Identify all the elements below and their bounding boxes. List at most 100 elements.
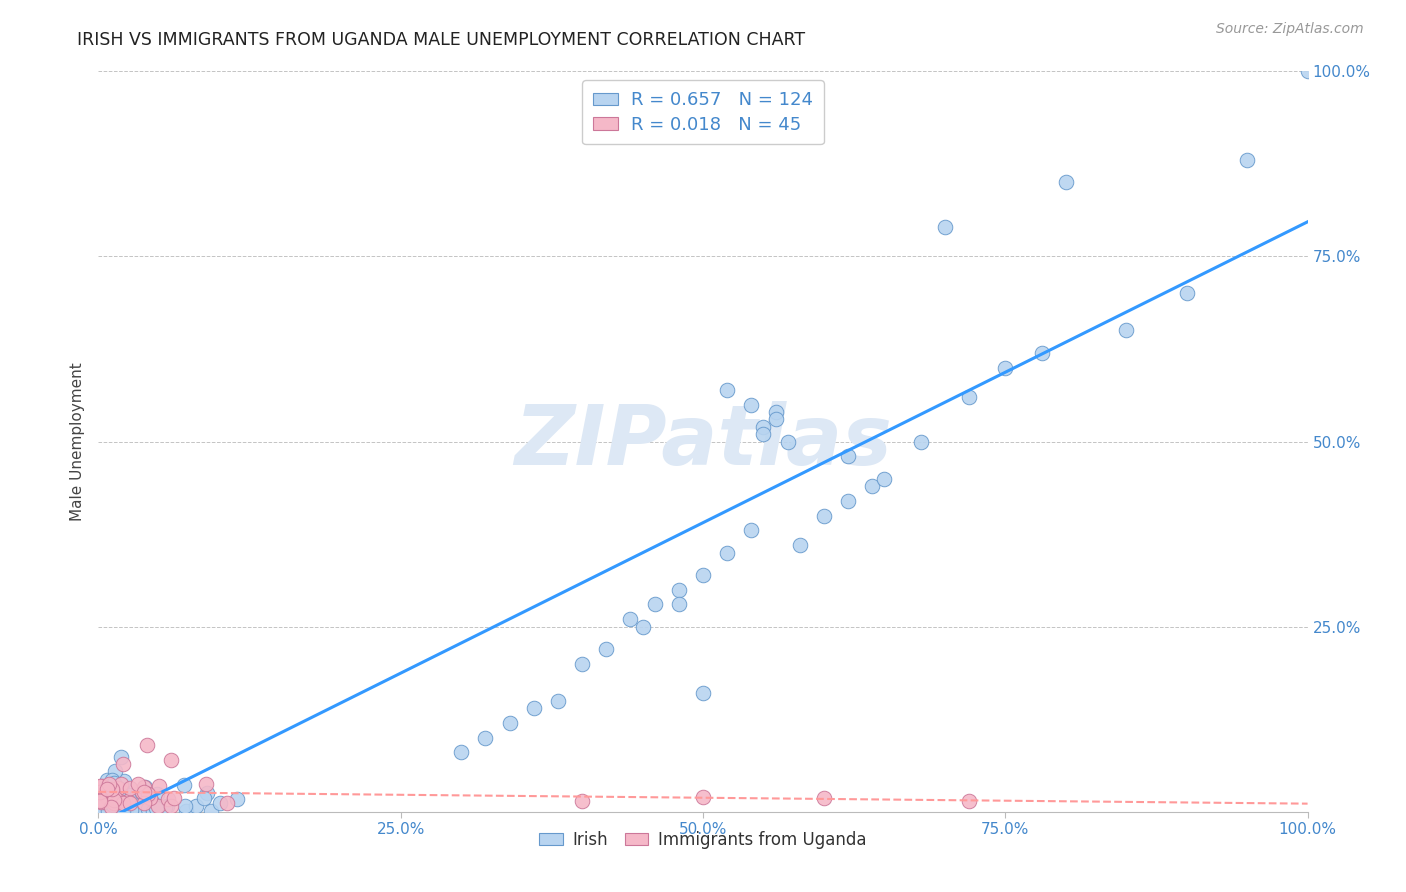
Point (128, 794, 150, 808)
Point (110, 750, 132, 764)
Point (117, 794, 139, 808)
Point (101, 782, 124, 797)
Point (117, 804, 139, 818)
Point (110, 801, 132, 815)
Point (104, 802, 127, 816)
Point (752, 419, 775, 434)
Text: IRISH VS IMMIGRANTS FROM UGANDA MALE UNEMPLOYMENT CORRELATION CHART: IRISH VS IMMIGRANTS FROM UGANDA MALE UNE… (77, 31, 806, 49)
Point (208, 797, 231, 811)
Point (173, 778, 195, 792)
Point (97, 789, 120, 803)
Point (111, 803, 134, 817)
Point (994, 360, 1017, 375)
Point (450, 746, 472, 760)
Point (134, 803, 156, 817)
Point (776, 434, 799, 449)
Y-axis label: Male Unemployment: Male Unemployment (70, 362, 86, 521)
Point (89, 794, 111, 808)
Point (225, 792, 247, 806)
Point (128, 797, 150, 812)
Point (129, 804, 152, 818)
Point (138, 796, 160, 810)
Point (101, 804, 124, 818)
Point (571, 794, 593, 808)
Point (136, 798, 159, 813)
Point (104, 764, 127, 778)
Point (873, 471, 896, 485)
Point (740, 524, 762, 538)
Point (124, 803, 146, 817)
Point (108, 781, 131, 796)
Point (139, 791, 162, 805)
Point (740, 398, 762, 412)
Point (111, 804, 134, 818)
Point (813, 508, 835, 523)
Point (100, 800, 122, 814)
Point (498, 715, 520, 730)
Point (195, 777, 218, 791)
Point (1175, 286, 1198, 301)
Point (100, 783, 122, 797)
Point (112, 796, 135, 810)
Point (108, 794, 131, 808)
Point (148, 779, 170, 793)
Point (111, 756, 134, 771)
Point (110, 777, 132, 791)
Point (89, 799, 111, 814)
Point (114, 804, 136, 818)
Point (94, 802, 117, 816)
Point (104, 790, 127, 805)
Point (1236, 153, 1258, 168)
Point (131, 786, 153, 800)
Point (789, 538, 811, 552)
Point (107, 790, 129, 805)
Point (96, 789, 118, 804)
Point (145, 801, 167, 815)
Point (692, 789, 714, 804)
Point (89, 784, 111, 798)
Point (90, 803, 112, 817)
Point (114, 792, 136, 806)
Point (107, 781, 129, 796)
Point (668, 582, 690, 597)
Point (97, 804, 120, 818)
Point (155, 800, 177, 814)
Point (114, 801, 136, 815)
Point (112, 773, 135, 788)
Point (668, 598, 690, 612)
Point (692, 567, 714, 582)
Point (120, 796, 142, 810)
Point (90, 779, 112, 793)
Point (159, 799, 181, 814)
Point (174, 804, 197, 818)
Point (89, 785, 111, 799)
Point (93, 795, 115, 809)
Point (90, 803, 112, 817)
Point (132, 780, 155, 794)
Point (200, 804, 222, 818)
Point (93, 785, 115, 799)
Point (595, 641, 617, 656)
Point (121, 790, 143, 805)
Point (153, 802, 176, 816)
Point (96, 800, 118, 814)
Point (94, 782, 117, 797)
Point (910, 434, 932, 449)
Point (132, 804, 155, 818)
Point (134, 785, 156, 799)
Point (193, 791, 215, 805)
Point (132, 796, 155, 810)
Point (127, 777, 149, 791)
Point (96, 773, 118, 788)
Point (93, 797, 115, 812)
Point (90, 795, 112, 809)
Point (110, 804, 132, 818)
Point (89, 780, 111, 794)
Point (631, 619, 654, 633)
Point (837, 450, 859, 464)
Point (103, 792, 125, 806)
Point (765, 405, 787, 419)
Point (107, 784, 129, 798)
Point (104, 803, 127, 817)
Point (98, 781, 121, 796)
